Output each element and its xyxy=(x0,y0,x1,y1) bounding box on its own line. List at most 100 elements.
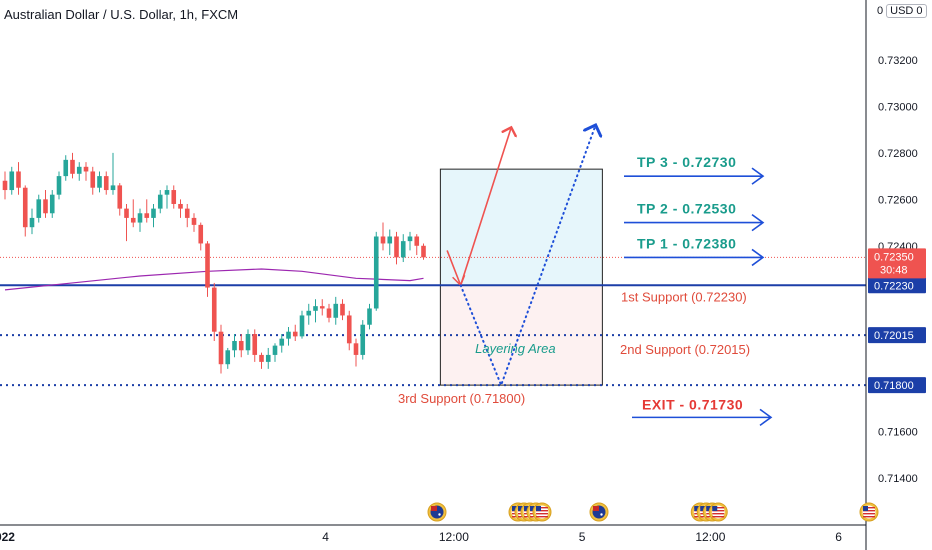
layering-area-label: Layering Area xyxy=(475,341,555,356)
candle xyxy=(279,334,285,353)
support-2-label: 2nd Support (0.72015) xyxy=(620,342,750,357)
price-tick-label: 0.71400 xyxy=(878,473,918,485)
candle xyxy=(394,231,399,265)
candle-body xyxy=(265,354,271,362)
candle-body xyxy=(218,331,224,365)
candle xyxy=(252,329,258,362)
candle xyxy=(83,162,89,181)
candle-body xyxy=(400,241,406,258)
candle xyxy=(380,222,386,251)
candle xyxy=(144,199,150,223)
countdown-timer: 30:48 xyxy=(880,264,908,276)
candle xyxy=(265,347,271,369)
candle xyxy=(70,152,75,179)
candle xyxy=(367,303,372,330)
svg-text:0.71800: 0.71800 xyxy=(874,380,914,392)
candle xyxy=(49,190,55,218)
candle-body xyxy=(252,334,258,355)
candle xyxy=(117,183,123,216)
candle xyxy=(97,171,102,193)
candle xyxy=(16,162,21,195)
candle xyxy=(63,155,69,181)
candle-body xyxy=(232,340,237,351)
candle xyxy=(110,152,116,195)
moving-average-line xyxy=(4,268,424,291)
candle xyxy=(184,203,190,228)
us-flag-event-icon[interactable] xyxy=(532,502,552,522)
candle xyxy=(387,229,393,256)
candle-body xyxy=(245,334,251,351)
candle xyxy=(360,320,366,360)
currency-selector[interactable]: 0 USD 0 xyxy=(877,4,927,18)
support-price-tag-3: 0.71800 xyxy=(868,377,926,394)
candle-body xyxy=(36,199,42,218)
currency-code: USD xyxy=(890,5,914,17)
candle-body xyxy=(164,190,170,195)
candle xyxy=(178,199,183,218)
candle-body xyxy=(367,308,372,325)
candle-body xyxy=(151,208,156,218)
tp-arrowhead-icon xyxy=(751,167,765,185)
candle-body xyxy=(22,187,28,228)
candle xyxy=(157,190,163,214)
current-price-value: 0.72350 xyxy=(874,251,914,263)
candle-body xyxy=(56,176,62,195)
price-tick-label: 0.71600 xyxy=(878,427,918,439)
candle-body xyxy=(63,159,69,177)
candle-body xyxy=(43,199,48,214)
candle xyxy=(407,231,413,251)
candle xyxy=(164,185,170,209)
candle xyxy=(90,166,96,195)
candle xyxy=(191,213,197,232)
candle-body xyxy=(29,217,35,228)
candle-body xyxy=(110,185,116,191)
candle-body xyxy=(380,236,386,244)
candle xyxy=(333,296,339,325)
candle xyxy=(56,171,62,200)
candle-body xyxy=(178,203,183,209)
us-flag-event-icon[interactable] xyxy=(708,502,728,522)
candle xyxy=(218,324,224,374)
candle xyxy=(2,171,8,200)
candle xyxy=(414,234,420,256)
layering-zone xyxy=(439,284,603,386)
candle-body xyxy=(326,308,332,318)
candle-body xyxy=(225,350,231,365)
candle xyxy=(29,208,35,235)
tp-2-label: TP 2 - 0.72530 xyxy=(637,201,736,217)
price-tick-label: 0.72600 xyxy=(878,194,918,206)
candle xyxy=(211,282,217,341)
svg-text:0.72230: 0.72230 xyxy=(874,280,914,292)
candle xyxy=(9,166,15,195)
profit-zone xyxy=(439,168,603,286)
candle xyxy=(306,303,312,325)
tp-3-label: TP 3 - 0.72730 xyxy=(637,154,736,170)
price-tick-label: 0.73000 xyxy=(878,101,918,113)
support-price-tag-2: 0.72015 xyxy=(868,327,926,344)
candle xyxy=(151,203,156,228)
time-tick-label: 6 xyxy=(835,530,842,544)
australia-flag-event-icon[interactable] xyxy=(427,502,447,522)
time-tick-label: 12:00 xyxy=(439,530,469,544)
candle xyxy=(137,208,143,232)
candle xyxy=(319,299,325,316)
candle-body xyxy=(137,213,143,223)
chart-title: Australian Dollar / U.S. Dollar, 1h, FXC… xyxy=(4,7,239,22)
candle xyxy=(232,334,237,358)
candle-body xyxy=(103,176,109,191)
time-tick-label: 2022 xyxy=(0,530,15,544)
candle xyxy=(245,329,251,355)
candle xyxy=(346,310,352,351)
candle-body xyxy=(272,345,278,355)
candle xyxy=(326,303,332,323)
candle-body xyxy=(16,171,21,188)
candle-body xyxy=(130,217,136,223)
currency-label[interactable]: USD 0 xyxy=(886,4,927,18)
candle-body xyxy=(414,236,420,246)
us-flag-event-icon[interactable] xyxy=(859,502,879,522)
candle-body xyxy=(70,159,75,174)
australia-flag-event-icon[interactable] xyxy=(589,502,609,522)
candle-body xyxy=(346,315,352,344)
